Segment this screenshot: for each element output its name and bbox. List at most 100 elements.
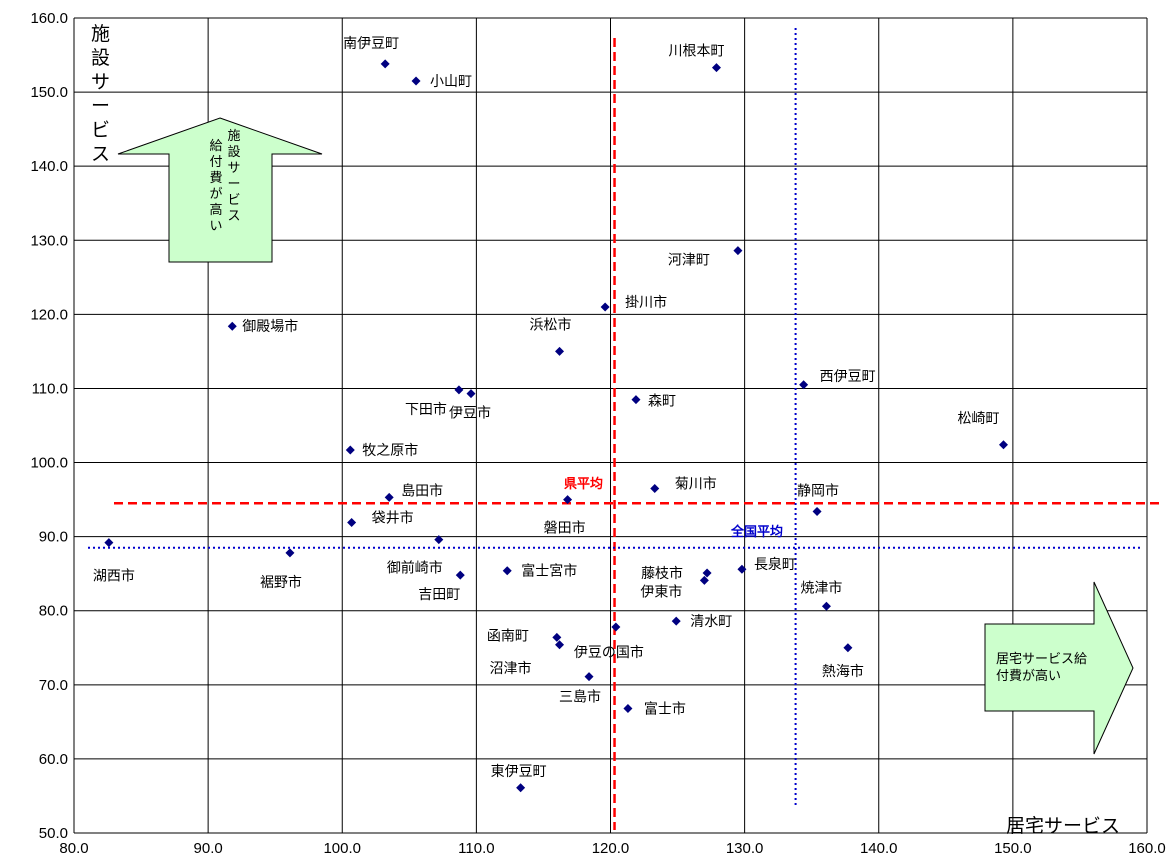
up-arrow-text-char: ス	[227, 209, 240, 224]
data-point-marker	[699, 575, 709, 585]
data-point-marker	[516, 783, 526, 793]
data-point-marker	[227, 321, 237, 331]
data-point-label: 吉田町	[418, 587, 460, 603]
data-point-marker	[843, 643, 853, 653]
data-point-label: 清水町	[690, 614, 732, 630]
data-point-marker	[466, 389, 476, 399]
grid-lines	[73, 17, 1148, 834]
data-point-marker	[671, 616, 681, 626]
data-point-label: 静岡市	[797, 482, 839, 499]
data-point-label: 小山町	[430, 74, 472, 90]
y-tick-label: 130.0	[30, 232, 68, 249]
data-point-marker	[611, 622, 621, 632]
pref-avg-label: 県平均	[564, 476, 603, 492]
national-avg-label: 全国平均	[730, 524, 783, 540]
data-point-label: 菊川市	[675, 475, 717, 492]
x-tick-label: 100.0	[323, 840, 361, 857]
up-arrow-text-char: ー	[227, 177, 240, 192]
up-arrow-text-char: 給	[209, 139, 222, 154]
data-point-marker	[737, 564, 747, 574]
data-point-label: 富士市	[644, 701, 686, 718]
y-tick-label: 50.0	[39, 825, 68, 842]
up-arrow-text-char: サ	[227, 161, 240, 176]
data-point-marker	[411, 76, 421, 86]
data-point-marker	[623, 704, 633, 714]
data-point-marker	[384, 492, 394, 502]
data-point-label: 東伊豆町	[491, 764, 547, 780]
data-point-label: 湖西市	[93, 568, 135, 585]
data-point-label: 袋井市	[372, 510, 414, 527]
x-tick-label: 80.0	[59, 840, 88, 857]
data-point-label: 河津町	[668, 253, 710, 269]
data-point-marker	[285, 548, 295, 558]
data-point-marker	[454, 385, 464, 395]
data-point-label: 伊豆の国市	[574, 644, 644, 661]
data-point-marker	[812, 506, 822, 516]
y-tick-label: 80.0	[39, 603, 68, 620]
data-point-label: 浜松市	[530, 316, 572, 333]
x-tick-label: 130.0	[726, 840, 764, 857]
x-tick-label: 90.0	[194, 840, 223, 857]
y-tick-label: 160.0	[30, 10, 68, 27]
data-point-marker	[552, 632, 562, 642]
up-arrow-text-char: ビ	[227, 193, 240, 208]
data-point-label: 松崎町	[957, 411, 999, 427]
x-tick-label: 150.0	[994, 840, 1032, 857]
y-axis-label-char: ス	[91, 143, 110, 165]
data-point-label: 藤枝市	[641, 565, 683, 582]
data-point-marker	[702, 568, 712, 578]
up-arrow-text-char: い	[209, 219, 222, 234]
up-arrow-text-char: 設	[227, 144, 240, 160]
up-arrow-text: 施設サービス 給付費が高い	[209, 129, 240, 234]
y-tick-label: 100.0	[30, 455, 68, 472]
data-point-label: 西伊豆町	[820, 369, 876, 385]
data-point-marker	[455, 570, 465, 580]
y-axis-label-char: 施	[91, 23, 110, 45]
data-point-label: 裾野市	[260, 574, 302, 591]
data-point-marker	[631, 395, 641, 405]
data-point-marker	[555, 346, 565, 356]
data-point-label: 川根本町	[668, 44, 724, 60]
x-axis-label: 居宅サービス	[1006, 815, 1120, 837]
data-point-label: 三島市	[559, 689, 601, 706]
data-point-label: 富士宮市	[521, 563, 577, 580]
data-point-marker	[600, 302, 610, 312]
y-tick-label: 90.0	[39, 529, 68, 546]
y-axis-label: 施設サービス	[91, 23, 110, 165]
home-high-arrow: 居宅サービス給付費が高い	[984, 581, 1134, 755]
y-axis-label-char: ー	[91, 95, 110, 117]
data-point-marker	[555, 640, 565, 650]
data-point-marker	[345, 445, 355, 455]
up-arrow-text-char: 高	[209, 202, 222, 218]
y-tick-label: 110.0	[32, 380, 68, 397]
data-point-label: 島田市	[401, 482, 443, 499]
data-point-label: 伊豆市	[449, 405, 491, 422]
data-point-label: 下田市	[405, 401, 447, 418]
x-tick-label: 120.0	[592, 840, 630, 857]
data-point-marker	[563, 495, 573, 505]
right-arrow-shape	[984, 581, 1134, 755]
data-point-label: 長泉町	[754, 556, 796, 573]
data-point-label: 沼津市	[490, 660, 532, 677]
data-point-label: 牧之原市	[362, 442, 418, 459]
data-point-label: 熱海市	[822, 663, 864, 680]
data-point-marker	[711, 63, 721, 73]
y-tick-label: 140.0	[30, 158, 68, 175]
data-point-marker	[650, 483, 660, 493]
data-point-label: 磐田市	[544, 520, 586, 537]
y-tick-label: 150.0	[30, 84, 68, 101]
data-point-marker	[733, 246, 743, 256]
up-arrow-text-char: 施	[227, 129, 240, 144]
data-point-marker	[380, 59, 390, 69]
data-point-label: 森町	[648, 394, 676, 410]
x-tick-label: 160.0	[1128, 840, 1166, 857]
data-point-marker	[104, 538, 114, 548]
data-point-label: 御前崎市	[387, 560, 443, 577]
y-tick-label: 60.0	[39, 751, 68, 768]
data-point-marker	[799, 380, 809, 390]
data-point-label: 焼津市	[800, 579, 842, 596]
up-arrow-text-char: が	[209, 187, 222, 202]
